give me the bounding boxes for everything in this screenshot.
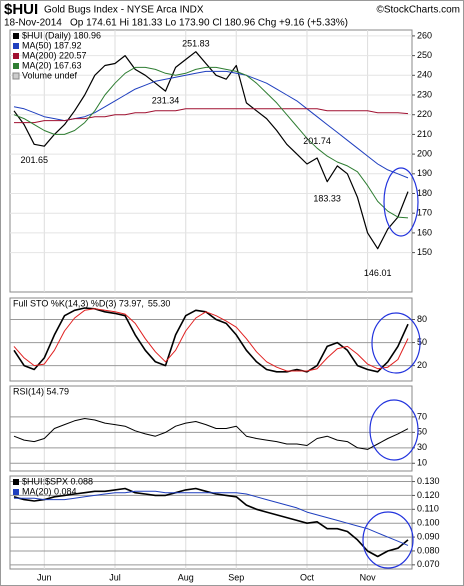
annotation: 201.65 [20, 155, 48, 165]
y-tick-label: 80 [417, 314, 427, 324]
y-tick-label: 0.120 [417, 490, 440, 500]
x-tick-label: Jun [37, 572, 52, 582]
quote: Op 174.61 Hi 181.33 Lo 173.90 Cl 180.96 … [70, 18, 348, 29]
x-tick-label: Sep [228, 572, 244, 582]
series-line [13, 51, 409, 250]
y-tick-label: 260 [417, 30, 432, 40]
annotation: 146.01 [364, 268, 392, 278]
credit: ©StockCharts.com [376, 5, 460, 16]
series-line [13, 418, 409, 450]
series-line [13, 308, 409, 372]
series-line [13, 307, 409, 373]
index-name: Gold Bugs Index - NYSE Arca INDX [44, 5, 204, 16]
y-tick-label: 50 [417, 427, 427, 437]
date: 18-Nov-2014 [4, 18, 62, 29]
legend-label: $HUI:$SPX 0.088 [22, 476, 93, 486]
legend-swatch [13, 479, 19, 485]
y-tick-label: 0.100 [417, 518, 440, 528]
series-line [13, 66, 409, 219]
annotation: 201.74 [303, 136, 331, 146]
y-tick-label: 220 [417, 109, 432, 119]
panel-frame [9, 29, 413, 293]
y-tick-label: 50 [417, 337, 427, 347]
legend-label: 55.30 [148, 298, 171, 308]
y-tick-label: 160 [417, 227, 432, 237]
legend-swatch [13, 33, 19, 39]
annotation: 183.33 [313, 193, 341, 203]
legend-label: MA(50) 187.92 [22, 40, 82, 50]
series-line [14, 490, 409, 546]
y-tick-label: 0.070 [417, 559, 440, 569]
x-tick-label: Aug [178, 572, 194, 582]
highlights [362, 167, 421, 569]
legend-label: Volume undef [22, 70, 78, 80]
y-tick-label: 20 [417, 360, 427, 370]
y-tick-label: 0.130 [417, 476, 440, 486]
legend-swatch [13, 53, 19, 59]
y-tick-label: 240 [417, 70, 432, 80]
y-tick-label: 170 [417, 208, 432, 218]
y-tick-label: 180 [417, 188, 432, 198]
legend-swatch [13, 43, 19, 49]
legend-swatch [13, 489, 19, 495]
y-tick-label: 30 [417, 442, 427, 452]
series-line [14, 108, 409, 124]
symbol: $HUI [4, 1, 38, 18]
panel-frame [9, 385, 413, 472]
x-tick-label: Jul [109, 572, 121, 582]
y-tick-label: 150 [417, 247, 432, 257]
highlight-circle [369, 399, 419, 461]
y-tick-label: 250 [417, 50, 432, 60]
y-tick-label: 230 [417, 89, 432, 99]
y-tick-label: 10 [417, 458, 427, 468]
y-tick-label: 210 [417, 129, 432, 139]
y-tick-label: 0.110 [417, 504, 439, 514]
legend-label: Full STO %K(14,3) %D(3) 73.97, [13, 298, 144, 308]
x-tick-label: Nov [360, 572, 377, 582]
panel-frame [9, 297, 413, 382]
y-tick-label: 70 [417, 411, 427, 421]
annotation: 251.83 [182, 38, 210, 48]
y-tick-label: 190 [417, 168, 432, 178]
legend-label: MA(20) 0.084 [22, 486, 77, 496]
highlight-circle [371, 312, 421, 374]
y-tick-label: 0.080 [417, 545, 440, 555]
series-line [13, 70, 409, 179]
legend-swatch [12, 72, 20, 80]
y-tick-label: 200 [417, 148, 432, 158]
legend-label: $HUI (Daily) 180.96 [22, 30, 101, 40]
legend-swatch [13, 63, 19, 69]
highlight-circle [383, 167, 419, 237]
legend-label: MA(20) 167.63 [22, 60, 82, 70]
y-tick-label: 0.090 [417, 531, 440, 541]
highlight-circle [362, 511, 414, 569]
legend-label: RSI(14) 54.79 [13, 386, 69, 396]
legend-label: MA(200) 220.57 [22, 50, 87, 60]
annotation: 231.34 [152, 96, 180, 106]
plots: 150 160 170 180 190 200 210 220 230 240 250 260 $HUI… [9, 29, 440, 582]
x-tick-label: Oct [300, 572, 315, 582]
